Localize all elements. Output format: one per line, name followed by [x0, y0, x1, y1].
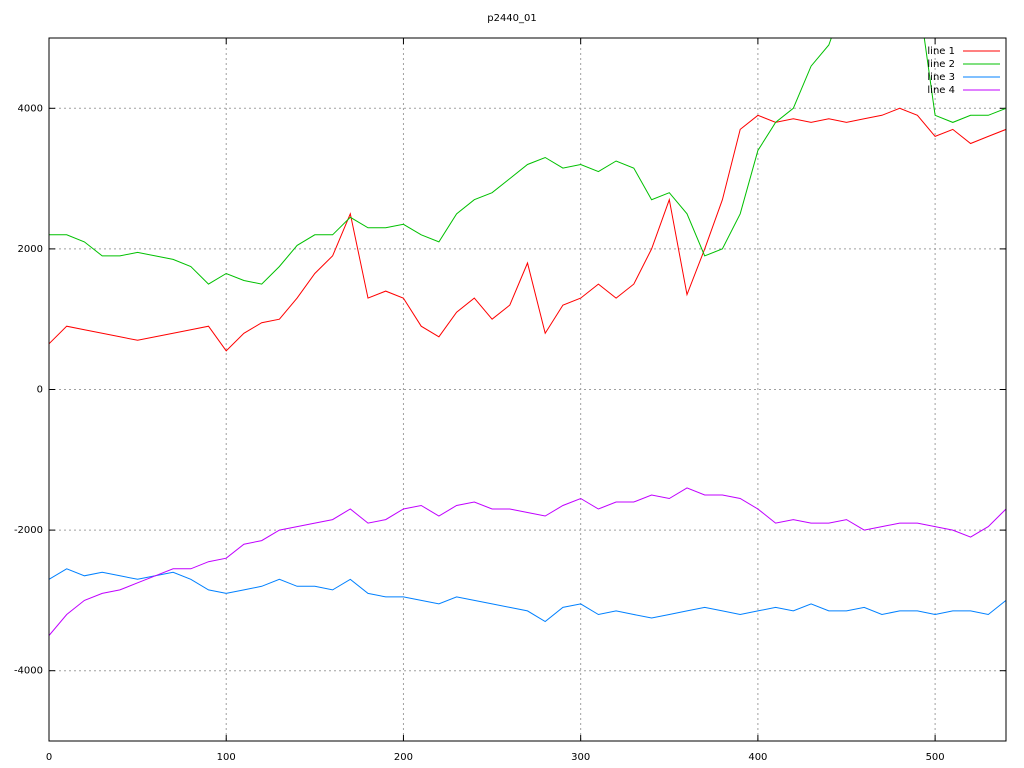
- chart-title: p2440_01: [487, 13, 537, 24]
- data-line: [49, 107, 1006, 352]
- y-tick-label: -4000: [14, 666, 43, 677]
- x-tick-label: 300: [571, 752, 590, 763]
- legend-label: line 4: [927, 85, 955, 96]
- x-tick-label: 200: [394, 752, 413, 763]
- plot-area: [49, 38, 1006, 636]
- data-line: [49, 38, 1006, 285]
- y-tick-label: -2000: [14, 525, 43, 536]
- legend-label: line 2: [927, 59, 955, 70]
- grid: -4000 -2000 0 2000 4000 0 100 200 300 400 500: [14, 38, 1006, 763]
- data-line: [49, 568, 1006, 623]
- data-line: [49, 487, 1006, 636]
- x-tick-label: 500: [926, 752, 945, 763]
- x-tick-label: 400: [748, 752, 767, 763]
- legend-label: line 1: [927, 46, 955, 57]
- y-tick-label: 2000: [18, 244, 43, 255]
- x-tick-label: 100: [217, 752, 236, 763]
- plot-border: [48, 37, 1007, 742]
- legend-label: line 3: [927, 72, 955, 83]
- x-tick-label: 0: [46, 752, 52, 763]
- y-tick-label: 4000: [18, 103, 43, 114]
- legend: line 1 line 2 line 3 line 4: [927, 46, 1000, 96]
- y-tick-label: 0: [37, 385, 43, 396]
